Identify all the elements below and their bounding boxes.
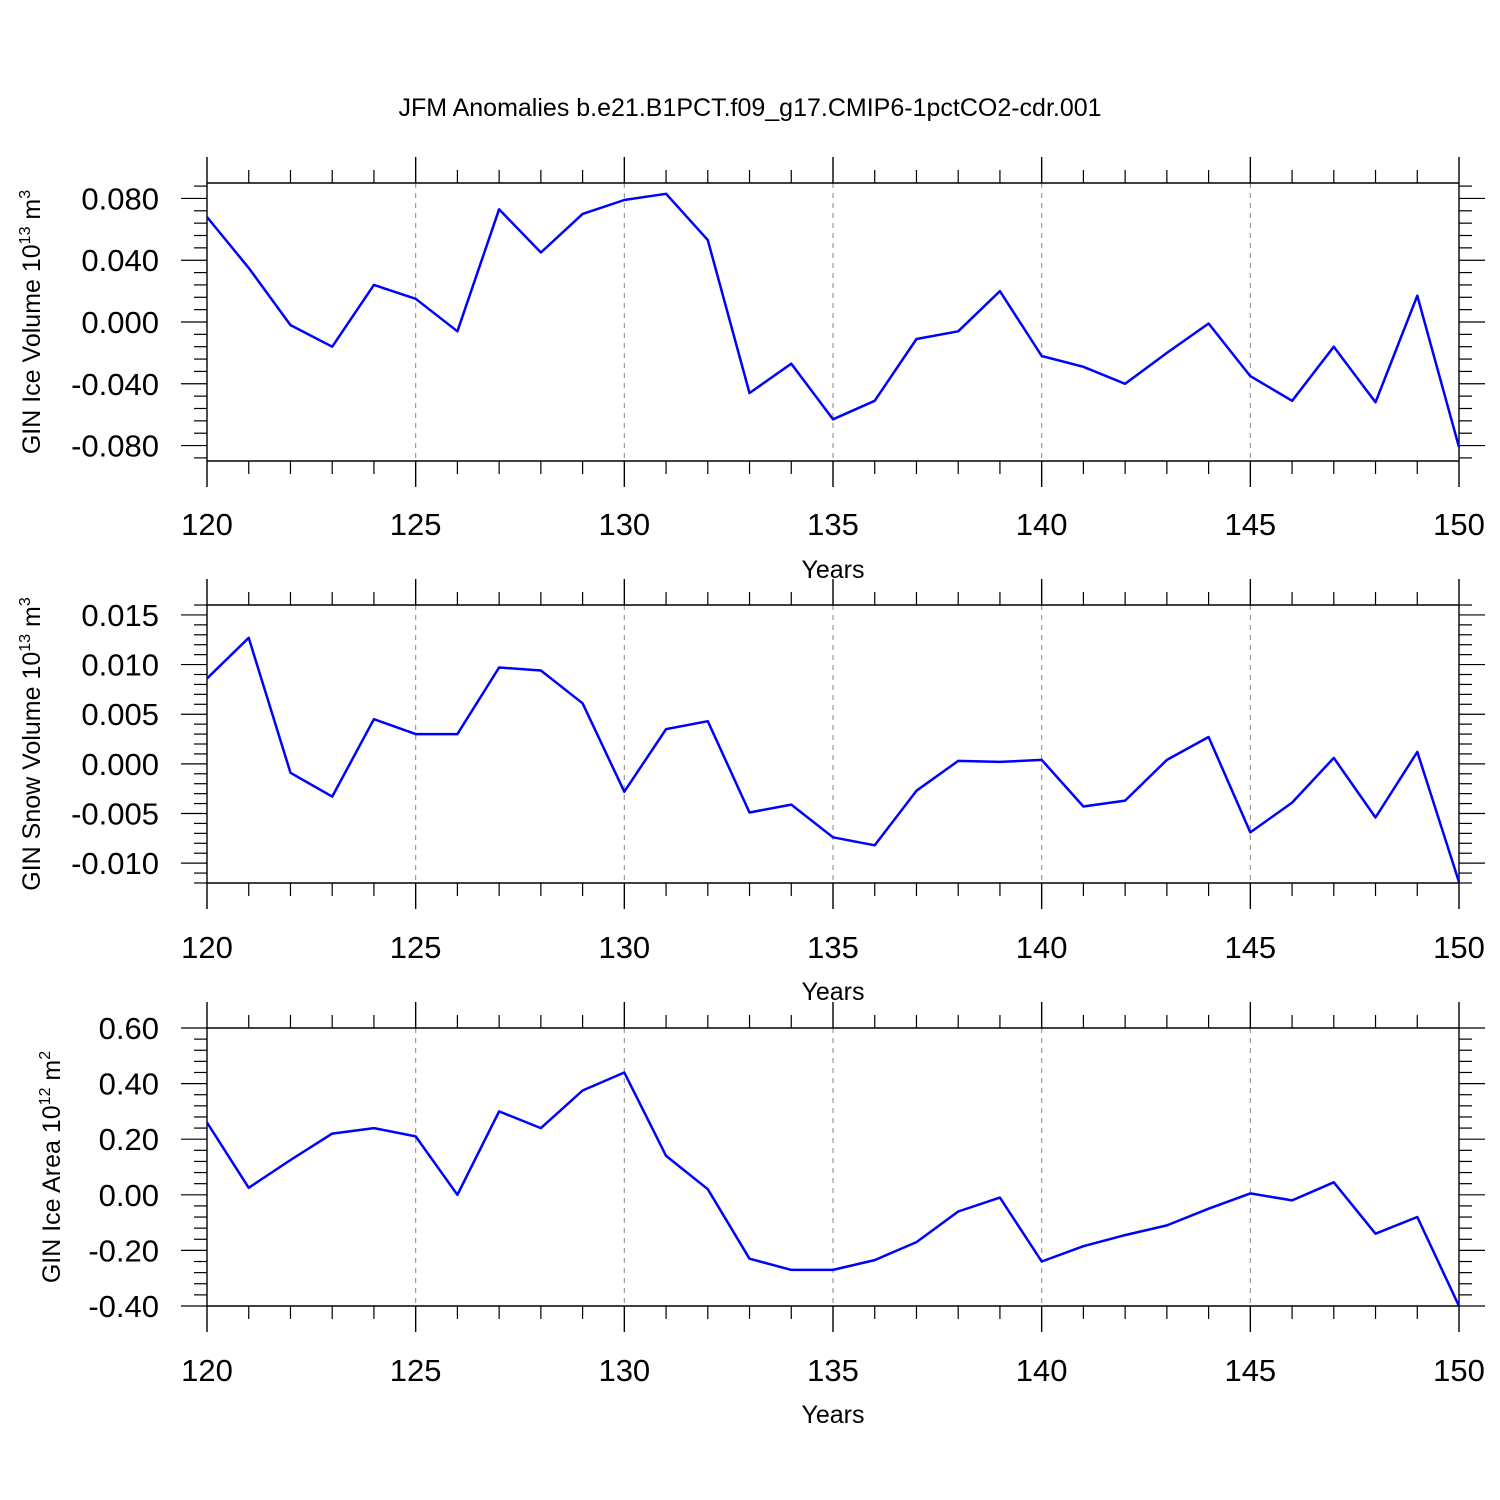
y-axis-title: GIN Ice Area 1012 m2 [37, 1051, 66, 1283]
x-tick-label: 145 [1224, 1353, 1276, 1388]
x-tick-label: 130 [598, 507, 650, 542]
y-tick-label: 0.080 [81, 181, 159, 216]
x-axis-title: Years [801, 978, 864, 1006]
series-line [206, 192, 1461, 448]
y-axis-title: GIN Ice Volume 1013 m3 [17, 190, 46, 454]
y-tick-label: 0.000 [81, 747, 159, 782]
x-tick-label: 140 [1016, 1353, 1068, 1388]
x-tick-label: 140 [1016, 507, 1068, 542]
x-tick-label: 130 [598, 1353, 650, 1388]
y-axis-title: GIN Snow Volume 1013 m3 [17, 597, 46, 891]
y-tick-label: 0.40 [99, 1067, 159, 1102]
x-tick-label: 135 [807, 1353, 859, 1388]
x-tick-label: 140 [1016, 930, 1068, 965]
x-tick-label: 120 [181, 507, 233, 542]
x-tick-label: 125 [390, 1353, 442, 1388]
y-tick-label: 0.015 [81, 598, 159, 633]
x-axis-title: Years [801, 1401, 864, 1429]
x-tick-label: 130 [598, 930, 650, 965]
panel-3: 0.60 0.40 0.20 0.00 -0.20 -0.40 120 125 130 135 14… [37, 1002, 1485, 1429]
y-tick-label: -0.080 [71, 429, 159, 464]
y-tick-label: -0.010 [71, 846, 159, 881]
series-line [206, 636, 1461, 883]
y-tick-label: -0.40 [88, 1289, 159, 1324]
y-tick-label: -0.20 [88, 1233, 159, 1268]
x-tick-label: 125 [390, 930, 442, 965]
x-tick-label: 135 [807, 930, 859, 965]
x-tick-label: 150 [1433, 507, 1485, 542]
main-title: JFM Anomalies b.e21.B1PCT.f09_g17.CMIP6-… [398, 94, 1102, 122]
x-tick-label: 145 [1224, 930, 1276, 965]
x-tick-label: 120 [181, 930, 233, 965]
y-tick-label: 0.005 [81, 697, 159, 732]
y-tick-label: 0.00 [99, 1178, 159, 1213]
y-tick-label: 0.040 [81, 243, 159, 278]
x-tick-label: 150 [1433, 1353, 1485, 1388]
x-tick-label: 125 [390, 507, 442, 542]
y-tick-label: 0.000 [81, 305, 159, 340]
y-tick-label: -0.005 [71, 797, 159, 832]
x-tick-label: 150 [1433, 930, 1485, 965]
panel-1: 0.080 0.040 0.000 -0.040 -0.080 120 125 130 135 1… [17, 157, 1485, 584]
x-tick-label: 120 [181, 1353, 233, 1388]
y-tick-label: 0.010 [81, 648, 159, 683]
y-tick-label: 0.20 [99, 1122, 159, 1157]
x-tick-label: 135 [807, 507, 859, 542]
series-line [205, 1071, 1461, 1307]
x-tick-label: 145 [1224, 507, 1276, 542]
y-tick-label: -0.040 [71, 367, 159, 402]
panel-2: 0.015 0.010 0.005 0.000 -0.005 -0.010 120 125 13… [17, 579, 1485, 1006]
y-tick-label: 0.60 [99, 1011, 159, 1046]
